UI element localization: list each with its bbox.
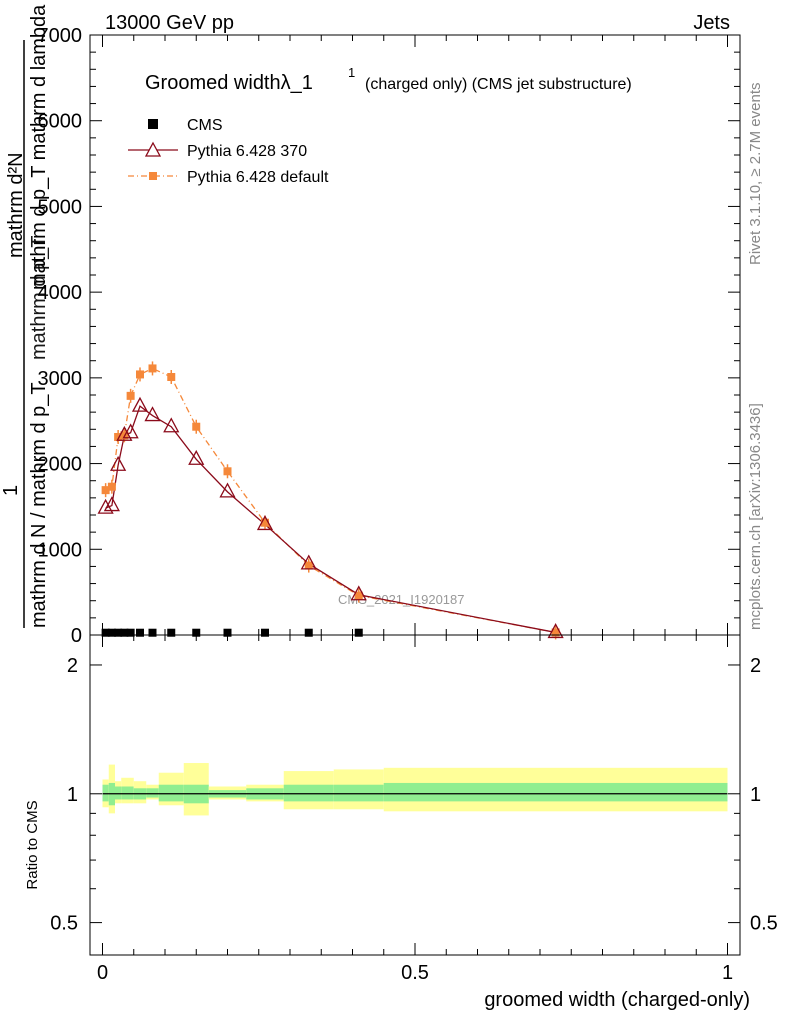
y-tick-label: 7000 [38,25,83,47]
legend-marker-pythia-370 [144,141,162,157]
ratio-y-tick-label: 2 [67,655,78,677]
cms-point [261,628,269,637]
ratio-inner-band [158,784,184,802]
pythia-370-point [144,406,161,422]
x-axis-label: groomed width (charged-only) [484,989,750,1011]
ratio-inner-band [146,788,159,798]
chart-title: Groomed widthλ_1 1 (charged only) (CMS j… [145,65,632,94]
y-label-one: 1 [0,485,22,496]
main-y-axis: 0 1000 2000 3000 4000 5000 6000 7000 [38,25,740,647]
y-label-top: mathrm d²N [5,152,27,258]
pythia-370-point [300,554,317,570]
cms-point [114,628,123,637]
y-tick-label: 0 [71,625,82,647]
pythia-default-point [167,373,176,381]
y-tick-label: 1000 [38,539,83,561]
pythia-default-point [114,433,123,441]
pythia-370-point [116,425,133,441]
x-tick-label: 1 [722,962,733,984]
pythia-370-point [350,585,367,601]
ratio-inner-band [121,786,128,800]
pythia-370-line [105,405,556,634]
x-tick-label: 0 [97,962,108,984]
cms-point [107,628,116,637]
mcplots-label: mcplots.cern.ch [arXiv:1306.3436] [747,403,764,630]
cms-point [223,628,232,637]
ratio-y-label: Ratio to CMS [24,800,41,889]
ratio-band-layer [102,763,728,816]
pythia-default-point [101,486,110,495]
pythia-default-point [148,364,157,373]
legend: CMS Pythia 6.428 370 Pythia 6.428 defaul… [128,117,329,186]
cms-point [101,628,110,637]
pythia-370-point [256,515,274,531]
category-label: Jets [693,12,730,34]
pythia-default-point [136,370,144,379]
ratio-y-tick-label: 0.5 [50,913,78,935]
pythia-370-point [97,498,114,514]
ratio-y-tick-label: 1 [67,784,78,806]
cms-point [120,628,129,637]
x-tick-label: 0.5 [401,962,429,984]
legend-marker-cms [148,119,158,129]
y-tick-label: 4000 [38,282,83,304]
chart-title-sup: 1 [348,65,355,80]
pythia-default-point [354,591,363,600]
ratio-x-axis: 0 0.5 1 [97,635,733,984]
ratio-inner-band [115,786,122,800]
pythia-370-point [110,455,127,471]
ratio-inner-band [127,786,134,800]
y-tick-label: 2000 [38,454,83,476]
main-series-layer [97,361,564,640]
ratio-y-tick-label-right: 1 [750,784,761,806]
energy-label: 13000 GeV pp [105,12,234,34]
y-label-overlap-b: mathrm d p_T [28,236,50,360]
pythia-default-point [551,628,560,637]
y-tick-label: 6000 [38,111,83,133]
y-label-denominator: mathrm d N / mathrm d p_T [28,382,50,628]
ratio-y-tick-label-right: 2 [750,655,761,677]
pythia-370-point [219,482,236,498]
pythia-370-point [131,396,149,412]
pythia-370-point [122,423,139,439]
pythia-default-point [107,482,116,491]
pythia-default-point [223,467,232,476]
ratio-inner-band [102,784,109,802]
pythia-370-point [163,417,180,433]
pythia-370-point [547,623,564,639]
rivet-version-label: Rivet 3.1.10, ≥ 2.7M events [747,83,764,266]
cms-point [354,628,363,637]
ratio-y-axis: 0.5 0.5 1 1 2 2 [50,655,778,935]
pythia-default-line [105,367,556,634]
chart-title-main: Groomed widthλ_1 [145,72,313,94]
y-tick-label: 5000 [38,196,83,218]
chart-title-rest: (charged only) (CMS jet substructure) [365,76,632,93]
ratio-y-tick-label-right: 0.5 [750,913,778,935]
legend-label-cms: CMS [187,117,223,134]
cms-point [136,628,144,637]
cms-point [148,628,157,637]
y-axis-label: mathrm d²N mathrm d p_T mathrm d lambda … [0,4,50,628]
pythia-370-point [188,449,205,465]
cms-point [126,628,135,637]
pythia-370-point [103,496,120,512]
pythia-default-point [261,518,269,527]
ratio-inner-band [283,784,334,802]
ratio-inner-band [383,782,728,802]
pythia-default-point [192,422,201,431]
legend-label-pythia-370: Pythia 6.428 370 [187,143,307,160]
cms-point [167,628,176,637]
cms-point [192,628,201,637]
y-label-overlap-a: mathrm d p_T mathrm d lambda [28,4,50,290]
y-tick-label: 3000 [38,368,83,390]
pythia-default-point [304,561,313,570]
legend-label-pythia-default: Pythia 6.428 default [187,169,329,186]
legend-marker-pythia-default [149,172,157,180]
pythia-default-point [126,391,135,400]
analysis-watermark: CMS_2021_I1920187 [338,592,465,607]
ratio-inner-band [333,784,384,802]
cms-point [304,628,313,637]
